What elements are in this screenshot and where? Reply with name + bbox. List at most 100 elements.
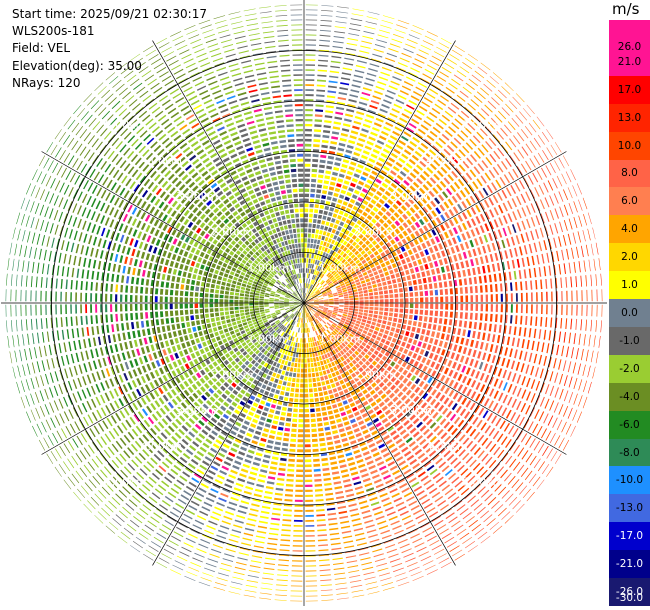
velocity-gate	[396, 277, 402, 283]
velocity-gate	[307, 295, 311, 300]
velocity-gate	[372, 451, 380, 458]
velocity-gate	[389, 207, 395, 214]
velocity-gate	[403, 131, 412, 138]
velocity-gate	[512, 428, 519, 438]
velocity-gate	[318, 334, 322, 340]
velocity-gate	[328, 517, 337, 521]
velocity-gate	[299, 317, 301, 323]
velocity-gate	[250, 311, 255, 314]
velocity-gate	[367, 203, 374, 209]
velocity-gate	[175, 502, 185, 509]
velocity-gate	[322, 215, 327, 220]
velocity-gate	[285, 307, 290, 310]
velocity-gate	[232, 321, 237, 326]
velocity-gate	[369, 104, 378, 110]
velocity-gate	[395, 328, 400, 334]
velocity-gate	[222, 558, 234, 562]
velocity-gate	[317, 179, 323, 184]
velocity-gate	[508, 425, 515, 435]
velocity-gate	[388, 515, 398, 521]
velocity-gate	[412, 353, 418, 359]
velocity-gate	[284, 344, 288, 350]
velocity-gate	[272, 355, 277, 361]
velocity-gate	[296, 474, 303, 478]
velocity-gate	[448, 472, 457, 480]
velocity-gate	[317, 239, 321, 245]
velocity-gate	[312, 294, 317, 298]
velocity-gate	[561, 291, 563, 302]
velocity-gate	[182, 471, 191, 478]
velocity-gate	[389, 331, 394, 337]
velocity-gate	[294, 499, 303, 502]
velocity-gate	[369, 303, 374, 307]
velocity-gate	[318, 306, 324, 308]
velocity-gate	[311, 321, 314, 327]
velocity-gate	[395, 99, 405, 105]
velocity-gate	[443, 421, 451, 429]
velocity-gate	[381, 277, 386, 282]
velocity-gate	[157, 450, 165, 458]
velocity-gate	[368, 158, 376, 164]
velocity-gate	[453, 216, 459, 225]
velocity-gate	[291, 570, 303, 572]
velocity-gate	[354, 532, 365, 537]
velocity-gate	[502, 394, 508, 404]
velocity-gate	[350, 161, 357, 166]
velocity-gate	[228, 405, 235, 411]
velocity-gate	[443, 177, 451, 185]
velocity-gate	[419, 160, 427, 168]
velocity-gate	[414, 378, 421, 385]
velocity-gate	[475, 257, 479, 266]
velocity-gate	[528, 243, 533, 254]
velocity-gate	[474, 238, 479, 246]
velocity-gate	[495, 294, 498, 302]
velocity-gate	[525, 160, 532, 171]
velocity-gate	[501, 261, 506, 271]
velocity-gate	[77, 488, 86, 498]
velocity-gate	[188, 533, 198, 539]
velocity-gate	[87, 444, 95, 454]
velocity-gate	[327, 191, 333, 196]
velocity-gate	[261, 315, 267, 319]
velocity-gate	[470, 229, 476, 237]
velocity-gate	[230, 367, 236, 373]
velocity-gate	[236, 405, 243, 411]
velocity-gate	[583, 214, 587, 226]
velocity-gate	[398, 157, 406, 164]
velocity-gate	[342, 313, 348, 317]
velocity-gate	[176, 555, 188, 562]
velocity-gate	[253, 545, 264, 549]
velocity-gate	[307, 353, 310, 358]
velocity-gate	[353, 527, 364, 532]
velocity-gate	[213, 354, 219, 360]
velocity-gate	[521, 220, 526, 230]
velocity-gate	[362, 400, 369, 406]
velocity-gate	[469, 138, 477, 147]
velocity-gate	[171, 370, 177, 377]
velocity-gate	[532, 172, 539, 183]
velocity-gate	[304, 183, 310, 187]
velocity-gate	[506, 260, 511, 270]
velocity-gate	[465, 400, 472, 408]
velocity-gate	[53, 385, 59, 396]
velocity-gate	[305, 307, 307, 313]
velocity-gate	[444, 488, 454, 496]
velocity-gate	[440, 374, 446, 382]
velocity-gate	[470, 207, 477, 215]
velocity-gate	[88, 361, 93, 371]
velocity-gate	[538, 329, 542, 339]
velocity-gate	[314, 300, 319, 302]
velocity-gate	[435, 391, 442, 399]
velocity-gate	[181, 425, 189, 432]
velocity-gate	[54, 371, 59, 382]
velocity-gate	[565, 318, 568, 329]
velocity-gate	[269, 342, 275, 348]
velocity-gate	[254, 540, 265, 544]
velocity-gate	[339, 194, 345, 199]
velocity-gate	[450, 264, 455, 271]
velocity-gate	[403, 287, 408, 292]
velocity-gate	[389, 488, 398, 494]
velocity-gate	[383, 501, 392, 507]
velocity-gate	[63, 411, 70, 422]
velocity-gate	[338, 278, 343, 283]
